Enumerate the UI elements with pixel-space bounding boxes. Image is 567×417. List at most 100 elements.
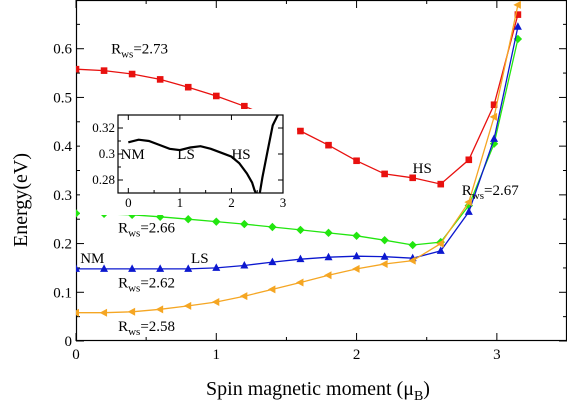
data-point-rws_258 bbox=[352, 264, 360, 273]
data-point-rws_258 bbox=[267, 285, 276, 294]
x-axis-label: Spin magnetic moment (μB) bbox=[206, 378, 430, 404]
data-point-rws_258 bbox=[489, 112, 498, 121]
data-point-rws_273 bbox=[241, 102, 248, 110]
data-point-rws_266 bbox=[380, 235, 389, 245]
inset-x-tick-label: 1 bbox=[177, 195, 184, 210]
annotation-ann_273: Rws=2.73 bbox=[111, 42, 168, 61]
data-point-rws_273 bbox=[490, 101, 498, 109]
data-point-rws_258 bbox=[513, 0, 521, 9]
data-point-rws_262 bbox=[464, 207, 473, 215]
inset-x-tick-label: 2 bbox=[228, 195, 235, 210]
inset-x-tick-label: 0 bbox=[125, 195, 132, 210]
data-point-rws_262 bbox=[513, 22, 522, 30]
y-axis-label: Energy(eV) bbox=[10, 153, 32, 247]
data-point-rws_273 bbox=[297, 127, 304, 135]
y-tick-label: 0.3 bbox=[53, 188, 72, 204]
data-point-rws_266 bbox=[513, 34, 523, 44]
annotation-ann_262: Rws=2.62 bbox=[118, 275, 175, 294]
x-tick-label: 2 bbox=[353, 347, 361, 363]
data-point-rws_273 bbox=[353, 157, 360, 165]
inset-series-group bbox=[128, 115, 279, 193]
inset-label-inset_ls: LS bbox=[177, 147, 195, 163]
data-point-rws_258 bbox=[211, 298, 220, 307]
inset-y-tick-label: 0.32 bbox=[92, 120, 115, 135]
data-point-rws_262 bbox=[100, 264, 109, 272]
y-tick-label: 0.5 bbox=[53, 90, 72, 106]
data-point-rws_273 bbox=[514, 11, 522, 18]
x-tick-label: 3 bbox=[493, 347, 501, 363]
data-point-rws_266 bbox=[240, 219, 249, 229]
data-point-rws_266 bbox=[268, 222, 277, 232]
inset-x-tick-label: 3 bbox=[280, 195, 287, 210]
data-point-rws_262 bbox=[324, 252, 333, 261]
data-point-rws_273 bbox=[100, 67, 108, 74]
data-point-rws_266 bbox=[352, 231, 361, 240]
data-point-rws_262 bbox=[212, 263, 221, 271]
annotation-ann_266: Rws=2.66 bbox=[118, 220, 175, 239]
data-point-rws_258 bbox=[380, 260, 388, 269]
x-axis-label-main: Spin magnetic moment (μ bbox=[206, 378, 414, 400]
data-point-rws_273 bbox=[409, 174, 416, 182]
data-point-rws_273 bbox=[465, 156, 473, 164]
x-axis-label-sub: B bbox=[414, 389, 423, 404]
data-point-rws_258 bbox=[155, 305, 164, 314]
data-point-rws_258 bbox=[295, 278, 304, 287]
data-point-rws_266 bbox=[184, 215, 193, 224]
inset-chart: 0 1 2 3 0.28 0.3 0.32 NM LS HS bbox=[80, 109, 297, 215]
data-point-rws_262 bbox=[296, 254, 305, 263]
data-point-rws_258 bbox=[324, 271, 332, 280]
inset-background bbox=[80, 109, 297, 215]
data-point-rws_266 bbox=[212, 217, 221, 226]
inset-series-line bbox=[128, 115, 279, 193]
data-point-rws_262 bbox=[184, 264, 193, 272]
data-point-rws_273 bbox=[184, 83, 192, 91]
plot-area: 0 1 2 3 0 0.1 0.2 0.3 0.4 0.5 0.6 Rws=2.73 Rws=2.67 R… bbox=[53, 0, 567, 363]
y-tick-label: 0.4 bbox=[53, 139, 72, 155]
data-point-rws_262 bbox=[76, 264, 80, 272]
data-point-rws_273 bbox=[128, 70, 136, 78]
data-point-rws_266 bbox=[76, 209, 81, 218]
inset-y-tick-label: 0.28 bbox=[92, 172, 115, 187]
y-tick-label: 0.6 bbox=[53, 42, 72, 58]
data-point-rws_258 bbox=[436, 239, 444, 248]
data-point-rws_273 bbox=[156, 76, 164, 83]
data-point-rws_266 bbox=[324, 228, 333, 238]
x-axis-label-close: ) bbox=[423, 378, 430, 400]
annotation-ann_267: Rws=2.67 bbox=[462, 183, 519, 202]
data-point-rws_273 bbox=[381, 170, 388, 178]
data-point-rws_266 bbox=[296, 225, 305, 235]
data-point-rws_258 bbox=[183, 301, 192, 310]
data-point-rws_258 bbox=[99, 308, 108, 317]
data-point-rws_258 bbox=[127, 307, 136, 316]
data-point-rws_258 bbox=[239, 292, 248, 301]
data-point-rws_258 bbox=[408, 256, 416, 265]
inset-label-inset_nm: NM bbox=[121, 147, 145, 163]
y-tick-label: 0.2 bbox=[53, 237, 72, 253]
data-point-rws_262 bbox=[240, 260, 249, 269]
y-tick-label: 0.1 bbox=[53, 285, 72, 301]
data-point-rws_262 bbox=[268, 257, 277, 266]
y-tick-label: 0 bbox=[65, 334, 73, 350]
data-point-rws_273 bbox=[212, 92, 220, 100]
inset-label-inset_hs: HS bbox=[231, 147, 250, 163]
data-point-rws_258 bbox=[76, 308, 79, 317]
data-point-rws_262 bbox=[436, 246, 445, 254]
data-point-rws_262 bbox=[352, 251, 361, 260]
annotation-ann_hs: HS bbox=[413, 161, 432, 177]
annotation-ann_ls: LS bbox=[191, 251, 209, 267]
data-point-rws_273 bbox=[437, 180, 445, 188]
data-point-rws_266 bbox=[408, 240, 417, 250]
data-point-rws_262 bbox=[156, 264, 165, 272]
data-point-rws_273 bbox=[76, 65, 80, 73]
x-tick-label: 1 bbox=[213, 347, 221, 363]
x-tick-label: 0 bbox=[72, 347, 80, 363]
inset-y-tick-label: 0.3 bbox=[99, 146, 115, 161]
data-point-rws_262 bbox=[490, 134, 499, 142]
data-point-rws_258 bbox=[464, 198, 472, 207]
data-point-rws_262 bbox=[380, 252, 389, 260]
annotation-ann_258: Rws=2.58 bbox=[118, 319, 175, 338]
annotation-ann_nm: NM bbox=[80, 251, 104, 267]
data-point-rws_273 bbox=[325, 141, 332, 149]
